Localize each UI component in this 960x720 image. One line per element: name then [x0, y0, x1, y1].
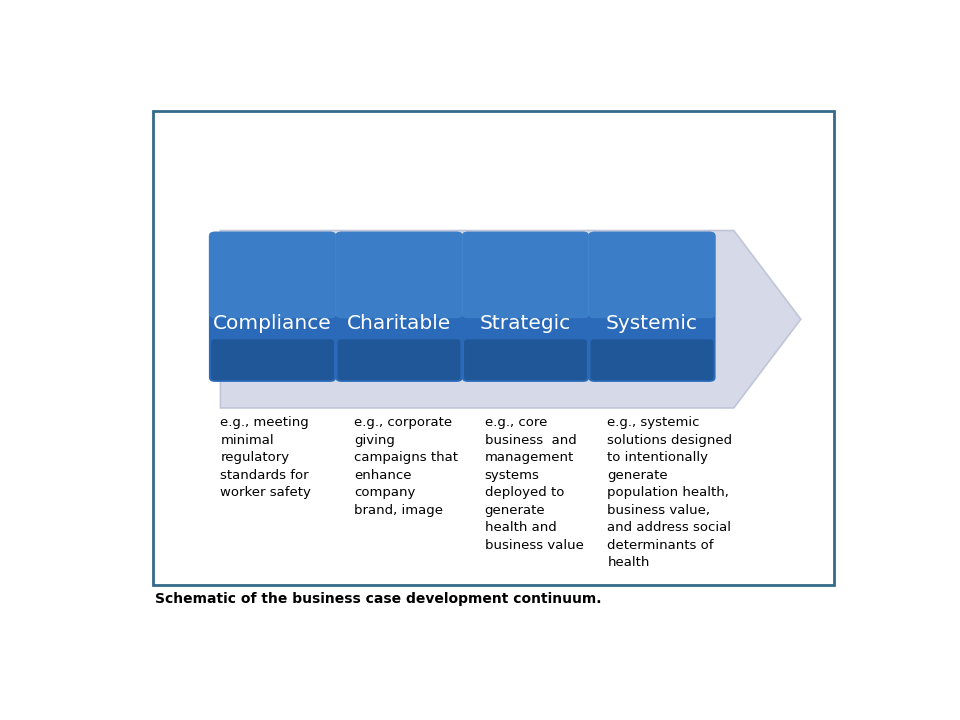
FancyBboxPatch shape: [335, 232, 463, 382]
Text: e.g., meeting
minimal
regulatory
standards for
worker safety: e.g., meeting minimal regulatory standar…: [221, 416, 311, 499]
FancyBboxPatch shape: [462, 232, 589, 382]
Text: Schematic of the business case development continuum.: Schematic of the business case developme…: [155, 592, 602, 606]
Text: Compliance: Compliance: [213, 314, 332, 333]
FancyBboxPatch shape: [211, 339, 334, 380]
FancyBboxPatch shape: [464, 339, 587, 380]
Text: e.g., corporate
giving
campaigns that
enhance
company
brand, image: e.g., corporate giving campaigns that en…: [354, 416, 458, 517]
Text: Strategic: Strategic: [480, 314, 571, 333]
FancyBboxPatch shape: [462, 232, 589, 318]
FancyBboxPatch shape: [590, 339, 713, 380]
Polygon shape: [221, 230, 801, 408]
Text: Charitable: Charitable: [347, 314, 451, 333]
Text: e.g., core
business  and
management
systems
deployed to
generate
health and
busi: e.g., core business and management syste…: [485, 416, 584, 552]
FancyBboxPatch shape: [209, 232, 336, 382]
FancyBboxPatch shape: [335, 232, 463, 318]
FancyBboxPatch shape: [154, 112, 834, 585]
FancyBboxPatch shape: [588, 232, 715, 382]
FancyBboxPatch shape: [588, 232, 715, 318]
Text: Systemic: Systemic: [606, 314, 698, 333]
Text: e.g., systemic
solutions designed
to intentionally
generate
population health,
b: e.g., systemic solutions designed to int…: [608, 416, 732, 570]
FancyBboxPatch shape: [338, 339, 461, 380]
FancyBboxPatch shape: [209, 232, 336, 318]
